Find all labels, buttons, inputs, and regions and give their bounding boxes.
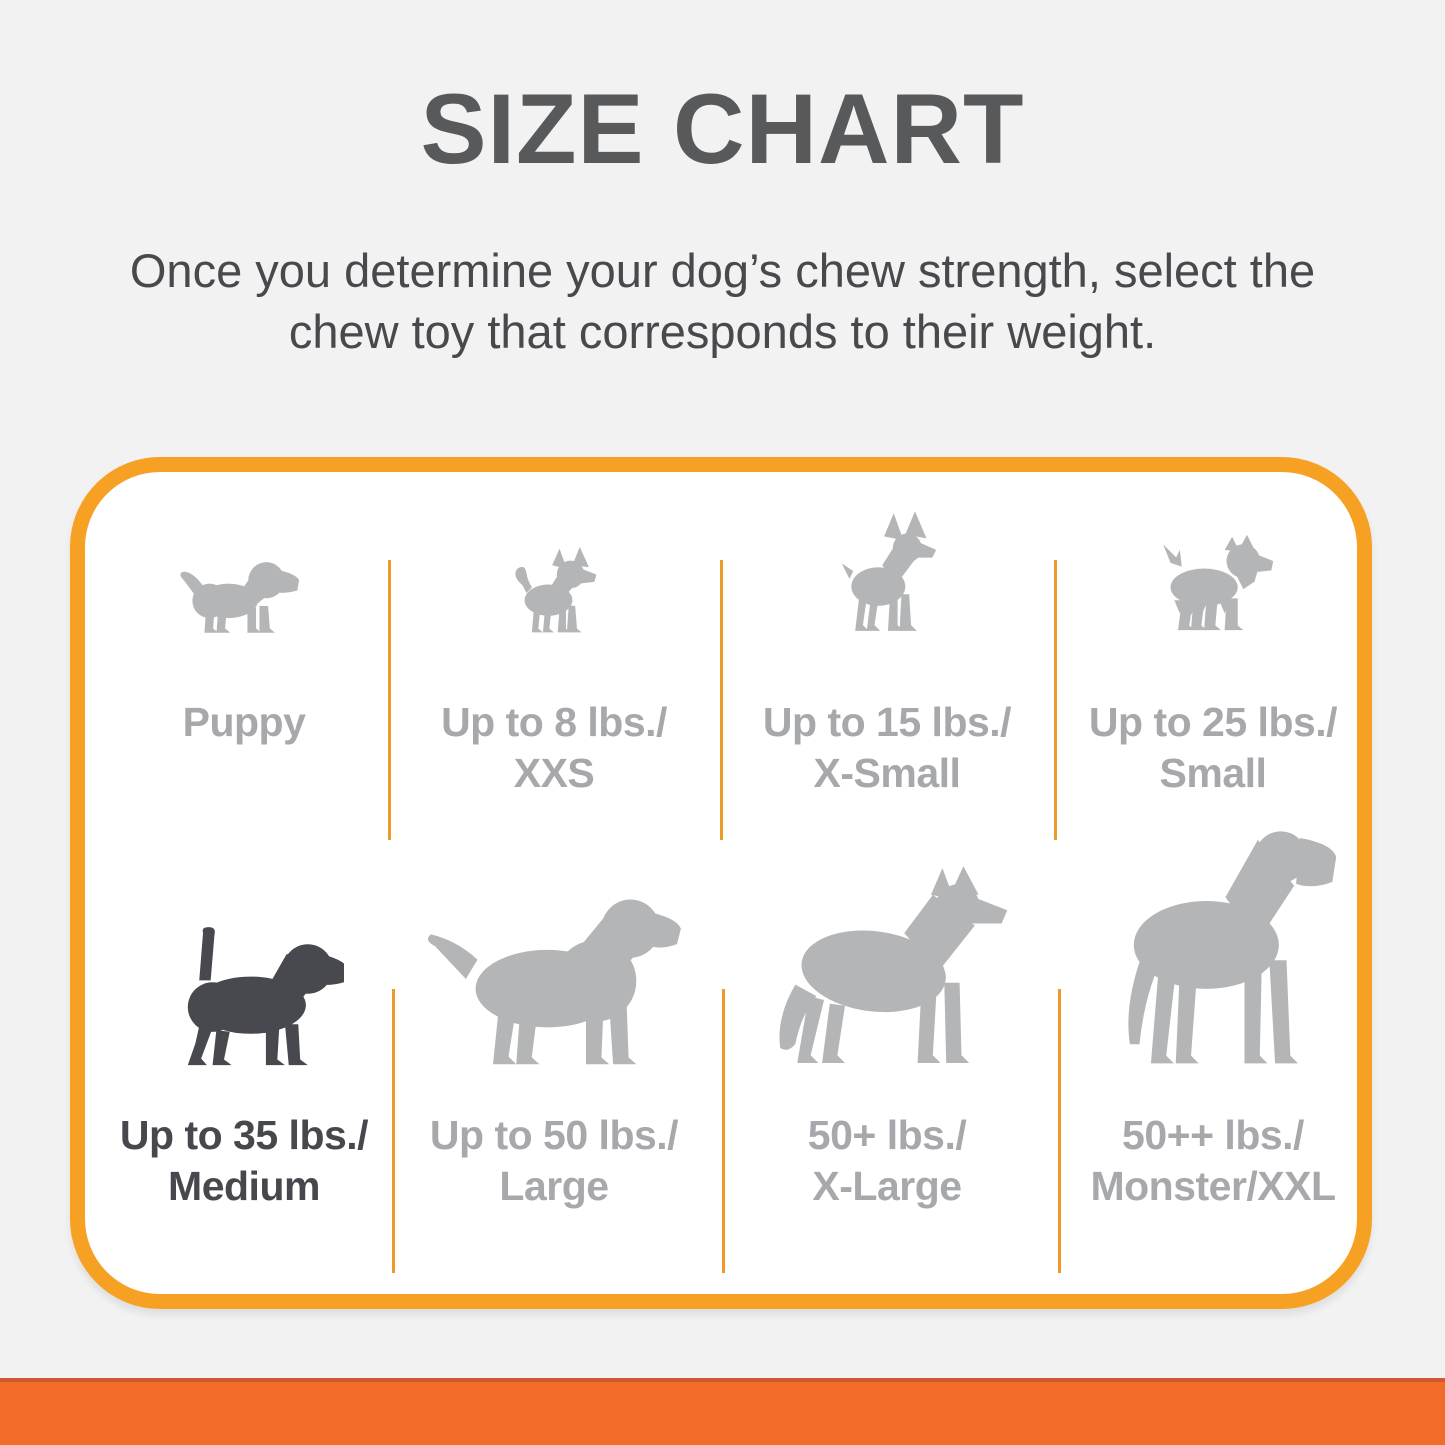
size-label: Up to 35 lbs./ Medium [119, 1110, 369, 1212]
size-chart-panel: Puppy Up to 8 lbs./ XXS [70, 457, 1372, 1309]
size-label-line1: Puppy [182, 699, 306, 745]
size-label-line1: 50+ lbs./ [807, 1112, 967, 1158]
size-label-line2: Large [499, 1162, 609, 1209]
size-label-line1: Up to 8 lbs./ [441, 699, 667, 745]
terrier-dog-icon [1054, 487, 1372, 637]
subtitle-line1: Once you determine your dog’s chew stren… [129, 244, 1316, 297]
size-cell-x-small: Up to 15 lbs./ X-Small [720, 487, 1054, 832]
beagle-dog-icon [100, 832, 388, 1070]
size-label: 50+ lbs./ X-Large [807, 1110, 967, 1212]
size-cell-large: Up to 50 lbs./ Large [388, 832, 720, 1309]
subtitle-line2: chew toy that corresponds to their weigh… [288, 305, 1157, 359]
size-label: Up to 8 lbs./ XXS [441, 697, 667, 799]
size-label: Up to 15 lbs./ X-Small [762, 697, 1012, 799]
size-cell-puppy: Puppy [100, 487, 388, 832]
size-label-line2: XXS [513, 749, 595, 796]
size-label: Puppy [183, 697, 306, 748]
column-divider [722, 989, 725, 1273]
size-label-line2: X-Small [813, 749, 961, 796]
size-cell-x-large: 50+ lbs./ X-Large [720, 832, 1054, 1309]
great-dane-dog-icon [1054, 831, 1372, 1070]
size-label-line2: Medium [168, 1162, 320, 1209]
size-label-line1: 50++ lbs./ [1122, 1112, 1304, 1158]
column-divider [1054, 560, 1057, 840]
size-label-line1: Up to 50 lbs./ [429, 1112, 679, 1158]
footer-accent-bar [0, 1378, 1445, 1445]
column-divider [720, 560, 723, 840]
chihuahua-dog-icon [388, 487, 720, 637]
size-cell-monster-xxl: 50++ lbs./ Monster/XXL [1054, 831, 1372, 1309]
page-title: SIZE CHART [420, 73, 1025, 184]
size-label-line1: Up to 25 lbs./ [1088, 699, 1338, 745]
size-label-line2: Monster/XXL [1090, 1162, 1336, 1209]
puppy-dog-icon [100, 487, 388, 637]
size-label: Up to 50 lbs./ Large [429, 1110, 679, 1212]
shepherd-dog-icon [720, 832, 1054, 1070]
size-label-line1: Up to 15 lbs./ [762, 699, 1012, 745]
size-label-line2: Small [1159, 749, 1267, 796]
size-cell-small: Up to 25 lbs./ Small [1054, 487, 1372, 832]
size-label-line2: X-Large [812, 1162, 962, 1209]
labrador-dog-icon [388, 832, 720, 1070]
page-subtitle: Once you determine your dog’s chew stren… [0, 240, 1445, 362]
column-divider [388, 560, 391, 840]
size-label: 50++ lbs./ Monster/XXL [1090, 1110, 1336, 1212]
column-divider [1058, 989, 1061, 1273]
size-cell-xxs: Up to 8 lbs./ XXS [388, 487, 720, 832]
size-cell-medium-selected: Up to 35 lbs./ Medium [100, 832, 388, 1309]
size-label: Up to 25 lbs./ Small [1088, 697, 1338, 799]
column-divider [392, 989, 395, 1273]
min-pin-dog-icon [720, 487, 1054, 637]
size-label-line1: Up to 35 lbs./ [119, 1112, 369, 1158]
